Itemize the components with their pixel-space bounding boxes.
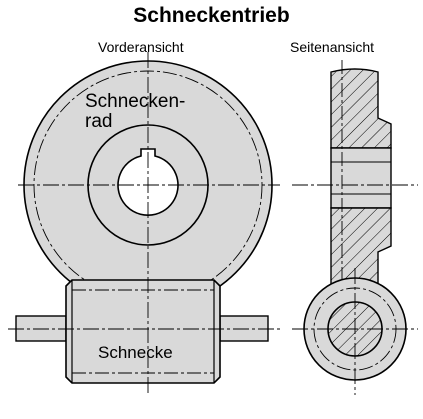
- worm-wheel-label-line1: Schnecken-: [85, 91, 185, 112]
- wheel-bore-band: [330, 147, 392, 209]
- wheel-section-upper: [330, 68, 392, 149]
- worm-label: Schnecke: [98, 343, 173, 362]
- worm-wheel-label-line2: rad: [85, 111, 112, 132]
- worm-body: [65, 279, 221, 384]
- front-view-caption: Vorderansicht: [98, 39, 184, 55]
- worm-shaft-right: [219, 315, 269, 342]
- diagram-title: Schneckentrieb: [133, 4, 290, 27]
- side-view: [292, 60, 418, 395]
- side-view-caption: Seitenansicht: [290, 39, 375, 55]
- front-view: Schnecken- rad Schnecke: [8, 52, 280, 395]
- worm-shaft-left: [15, 315, 67, 342]
